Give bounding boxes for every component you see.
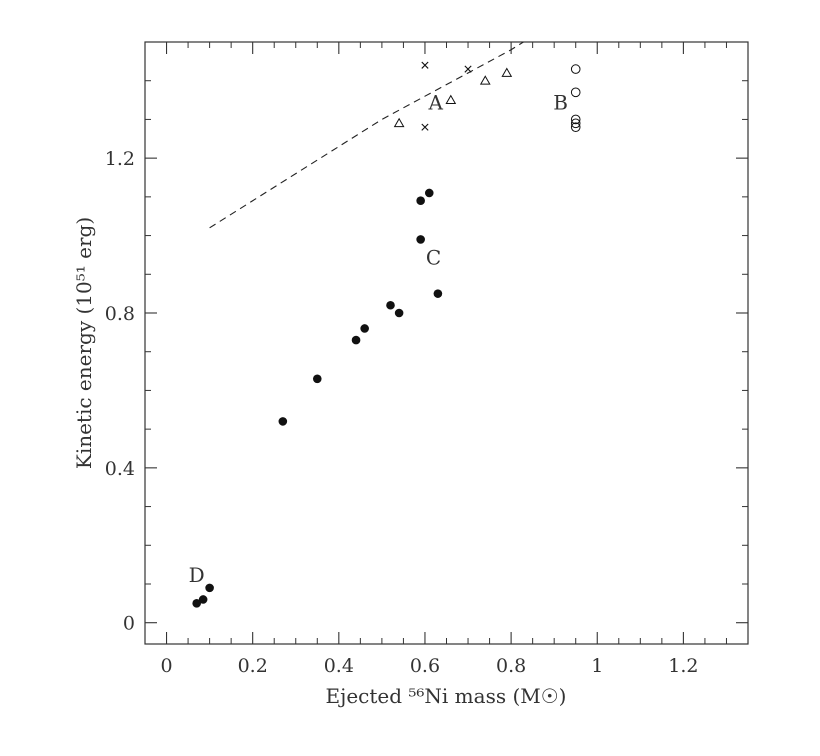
data-point-cross — [551, 16, 557, 22]
data-point-triangle — [479, 75, 491, 85]
data-point-filled — [424, 188, 434, 198]
y-tick-label: 0.8 — [105, 303, 135, 325]
y-axis-label: Kinetic energy (10⁵¹ erg) — [72, 217, 96, 469]
data-point-filled — [360, 324, 369, 333]
markers — [192, 16, 581, 608]
x-tick-label: 0.2 — [238, 655, 268, 677]
curves — [209, 42, 525, 229]
data-point-filled — [192, 599, 201, 608]
data-point-cross — [421, 61, 429, 69]
data-point-triangle — [501, 67, 513, 77]
x-tick-label: 1.2 — [668, 655, 698, 677]
axis-ticks — [144, 41, 748, 644]
data-point-triangle — [445, 94, 457, 104]
data-point-open-circle — [570, 122, 581, 132]
data-point-filled — [312, 374, 322, 384]
y-tick-label: 0.4 — [105, 458, 135, 480]
dashed-model-curve — [209, 42, 525, 229]
axis-tick-labels: 0 0.2 0.4 0.6 0.8 1 1.2 0 0.4 0.8 1.2 — [105, 148, 699, 677]
plot-frame — [144, 41, 749, 645]
x-tick-label: 0.4 — [324, 655, 354, 677]
data-point-filled — [278, 417, 288, 426]
data-point-cross — [421, 123, 429, 131]
data-point-filled — [394, 308, 404, 318]
data-point-open-circle — [570, 64, 581, 74]
annotation-label: A — [428, 91, 444, 115]
y-tick-label: 0 — [123, 613, 135, 635]
data-point-open-circle — [570, 87, 581, 98]
data-point-cross — [464, 65, 472, 73]
x-axis-label: Ejected ⁵⁶Ni mass (M☉) — [326, 684, 567, 708]
x-tick-label: 0 — [160, 655, 172, 677]
data-point-triangle — [393, 117, 405, 128]
data-point-filled — [433, 289, 443, 298]
annotation-label: D — [189, 563, 205, 587]
x-tick-label: 0.8 — [496, 655, 526, 677]
x-tick-label: 0.6 — [410, 655, 440, 677]
annotations: A B C D — [189, 91, 568, 587]
data-point-filled — [386, 300, 395, 310]
data-point-open-circle — [570, 114, 581, 125]
data-point-cross — [508, 19, 514, 25]
data-point-filled — [416, 235, 425, 244]
data-point-filled — [416, 196, 425, 206]
data-point-filled — [205, 583, 214, 593]
annotation-label: C — [426, 246, 441, 270]
data-point-filled — [351, 335, 361, 345]
x-tick-label: 1 — [591, 655, 603, 677]
y-tick-label: 1.2 — [105, 148, 135, 170]
data-point-open-circle — [570, 118, 581, 129]
annotation-label: B — [553, 91, 568, 115]
data-point-filled — [198, 595, 208, 604]
